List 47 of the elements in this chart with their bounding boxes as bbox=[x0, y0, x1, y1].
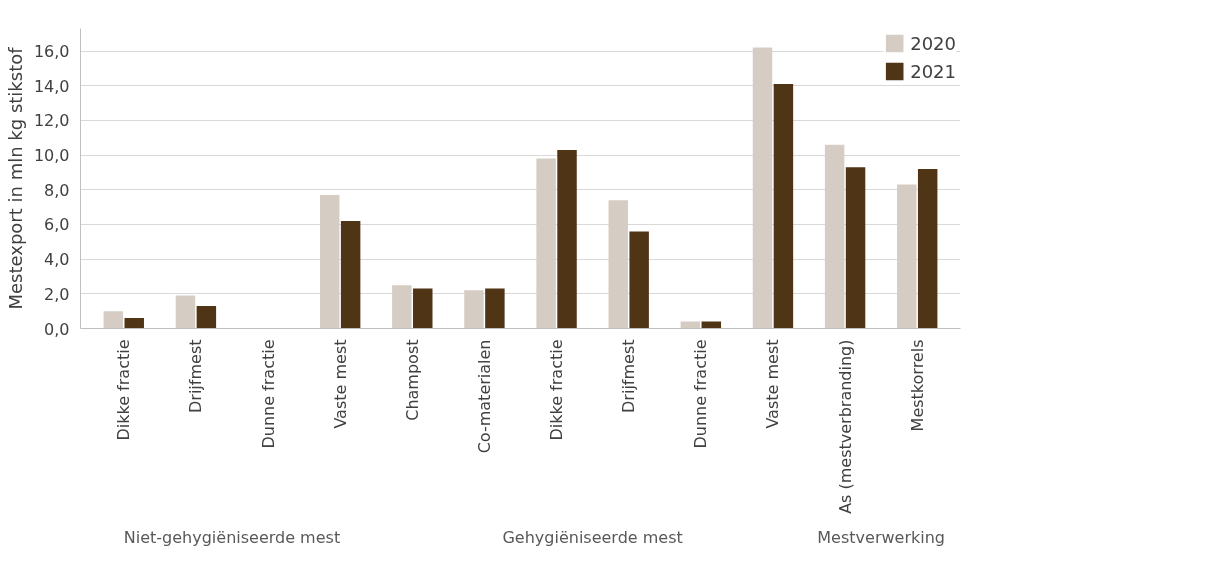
bar bbox=[752, 47, 773, 329]
y-tick-label: 6,0 bbox=[44, 215, 70, 235]
y-tick-label: 14,0 bbox=[33, 76, 70, 96]
bar bbox=[392, 285, 412, 329]
bar bbox=[773, 83, 794, 329]
bar bbox=[485, 288, 505, 329]
y-tick-label: 10,0 bbox=[33, 146, 70, 166]
y-axis-title: Mestexport in mln kg stikstof bbox=[4, 46, 26, 310]
y-tick-label: 2,0 bbox=[44, 284, 70, 304]
x-tick-label: Drijfmest bbox=[186, 339, 206, 413]
x-tick-label: Co-materialen bbox=[474, 339, 494, 454]
y-tick-label: 0,0 bbox=[44, 319, 70, 339]
legend-label: 2020 bbox=[910, 32, 956, 54]
bar bbox=[175, 295, 196, 329]
text: Niet-gehygiëniseerde mest bbox=[123, 527, 341, 547]
bar bbox=[464, 290, 484, 329]
bar bbox=[845, 167, 866, 329]
bar bbox=[413, 288, 433, 329]
bar bbox=[917, 168, 938, 329]
x-tick-label: As (mestverbranding) bbox=[835, 339, 855, 514]
x-tick-label: Dunne fractie bbox=[691, 339, 711, 449]
x-tick-label: Mestkorrels bbox=[907, 339, 927, 432]
x-tick-label: Dunne fractie bbox=[258, 339, 278, 449]
x-tick-label: Vaste mest bbox=[330, 339, 350, 429]
x-tick-label: Vaste mest bbox=[763, 339, 783, 429]
bar bbox=[319, 194, 340, 329]
y-tick-label: 16,0 bbox=[33, 42, 70, 62]
x-tick-label: Champost bbox=[402, 339, 422, 421]
bar bbox=[103, 311, 124, 329]
y-tick-label: 4,0 bbox=[44, 250, 70, 270]
legend-label: 2021 bbox=[910, 60, 956, 82]
y-tick-label: 12,0 bbox=[33, 111, 70, 131]
x-tick-label: Dikke fractie bbox=[547, 339, 567, 441]
bar bbox=[557, 149, 577, 329]
x-tick-label: Drijfmest bbox=[619, 339, 639, 413]
y-tick-label: 8,0 bbox=[44, 180, 70, 200]
bar bbox=[629, 231, 649, 329]
bar bbox=[608, 200, 628, 329]
bar bbox=[340, 220, 361, 329]
x-tick-label: Dikke fractie bbox=[114, 339, 134, 441]
bar bbox=[536, 158, 556, 329]
bar bbox=[824, 144, 845, 329]
text: Gehygiëniseerde mest bbox=[502, 527, 683, 547]
text: Mestverwerking bbox=[817, 527, 945, 547]
bar bbox=[897, 184, 917, 329]
bar bbox=[196, 305, 217, 329]
bar bbox=[124, 318, 144, 329]
